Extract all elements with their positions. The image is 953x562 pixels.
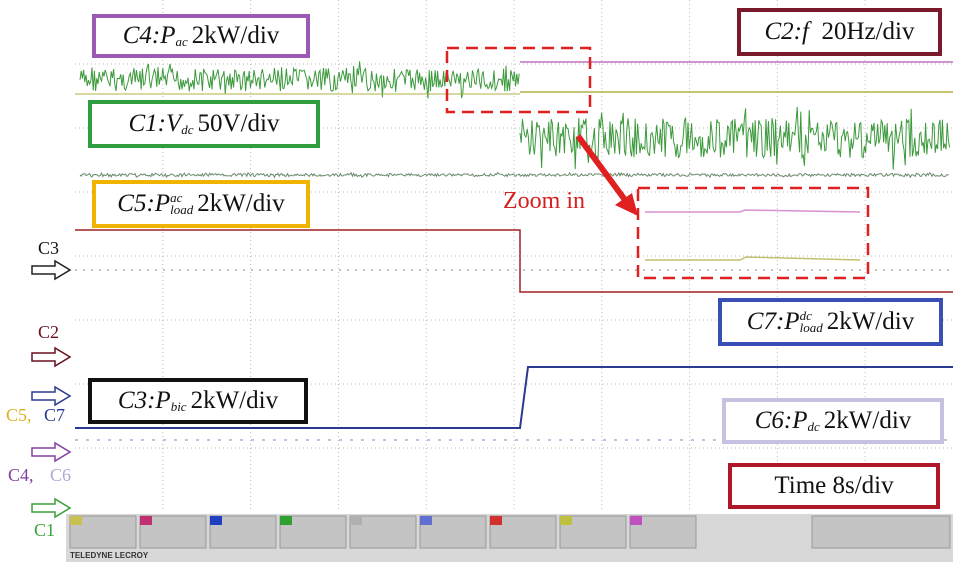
channel-tab-color	[280, 516, 292, 525]
page: Zoom in TELEDYNE LECROY (() => { const d…	[0, 0, 953, 562]
subscript-text: load	[170, 204, 193, 216]
channel-marker: C1	[34, 520, 55, 541]
time-label: Time 8s/div	[728, 463, 940, 509]
zoom-arrow-head	[615, 193, 638, 216]
scale: 50V/div	[198, 110, 280, 138]
channel-tab-color	[70, 516, 82, 525]
channel-marker: C3	[38, 238, 59, 259]
waveform	[645, 257, 860, 260]
brand: TELEDYNE LECROY	[70, 551, 148, 560]
channel-arrow	[32, 387, 70, 405]
channel: C5:	[117, 190, 155, 218]
zoom-label: Zoom in	[503, 188, 585, 215]
zoom-arrow	[578, 136, 628, 204]
channel: C1:	[128, 110, 166, 138]
subscript: dc	[808, 421, 820, 433]
channel: C4:	[123, 22, 161, 50]
subscript-text: load	[800, 322, 823, 334]
symbol: P	[155, 190, 170, 218]
scale: 2kW/div	[191, 387, 279, 415]
channel-arrow	[32, 348, 70, 366]
subscript: bic	[171, 401, 187, 413]
symbol: V	[166, 110, 181, 138]
channel-tab-color	[630, 516, 642, 525]
channel-marker: C2	[38, 322, 59, 343]
channel-arrow	[32, 499, 70, 517]
waveform	[645, 210, 860, 212]
channel-arrow	[32, 443, 70, 461]
channel-tab-color	[560, 516, 572, 525]
symbol: P	[155, 387, 170, 415]
channel: C6:	[755, 407, 793, 435]
subscript: dc	[181, 124, 193, 136]
channel-marker: C4,	[8, 465, 34, 486]
channel-marker: C6	[50, 465, 71, 486]
channel-tab-color	[490, 516, 502, 525]
channel-tab-color	[210, 516, 222, 525]
channel: C3:	[118, 387, 156, 415]
symbol: f	[802, 18, 809, 46]
time-text: Time 8s/div	[774, 472, 893, 500]
channel: C2:	[765, 18, 803, 46]
scale: 2kW/div	[824, 407, 912, 435]
zoom-box	[638, 188, 868, 278]
subscript: ac	[176, 36, 188, 48]
waveform	[520, 107, 950, 170]
subscript-text: dc	[181, 124, 193, 136]
scale: 20Hz/div	[821, 18, 914, 46]
channel-marker: C5,	[6, 405, 32, 426]
channel: C7:	[747, 308, 785, 336]
scale: 2kW/div	[192, 22, 280, 50]
subscript-text: bic	[171, 401, 187, 413]
channel-tab-color	[140, 516, 152, 525]
channel-tab-color	[420, 516, 432, 525]
scale: 2kW/div	[197, 190, 285, 218]
channel-label: C2:f 20Hz/div	[737, 8, 942, 56]
scale: 2kW/div	[827, 308, 915, 336]
subscript-text: dc	[808, 421, 820, 433]
symbol: P	[792, 407, 807, 435]
channel-marker: C7	[44, 405, 65, 426]
symbol: P	[160, 22, 175, 50]
symbol: P	[784, 308, 799, 336]
subscript-text: ac	[176, 36, 188, 48]
channel-tab-color	[350, 516, 362, 525]
channel-arrow	[32, 261, 70, 279]
timebase-tab	[812, 516, 950, 548]
waveform	[80, 61, 519, 98]
